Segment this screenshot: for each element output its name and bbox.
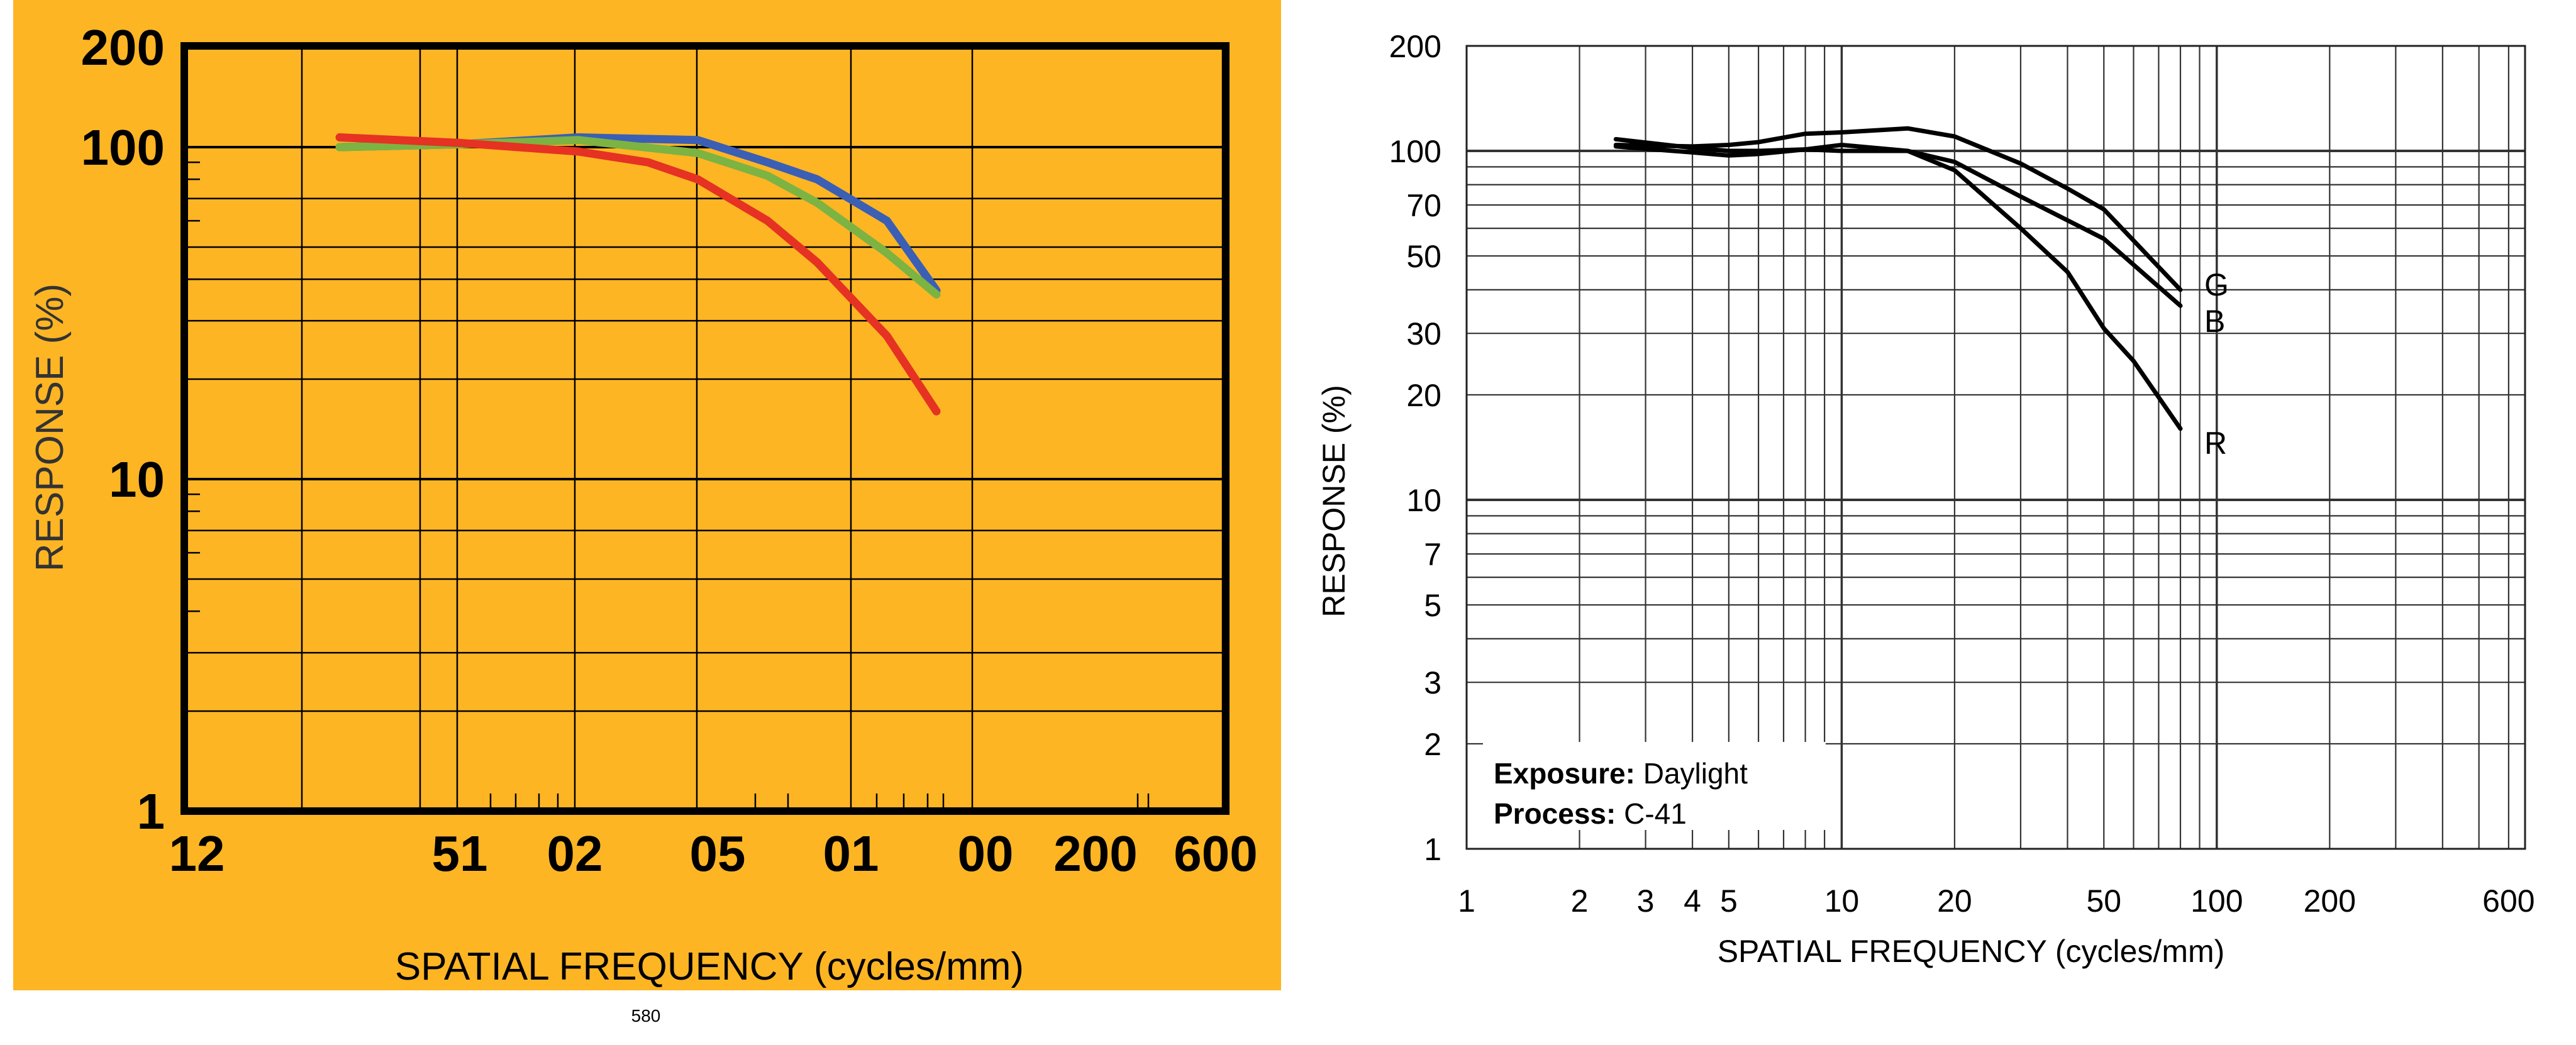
right-series-labels: GB R (2204, 267, 2229, 461)
series-label-r: R (2204, 426, 2227, 461)
right-x-tick-label: 20 (1937, 883, 1972, 919)
left-gridlines (184, 46, 1226, 811)
process-value: C-41 (1624, 797, 1687, 830)
right-curves (1613, 126, 2183, 431)
series-label-g: G (2204, 267, 2229, 302)
right-y-tick-label: 20 (1406, 378, 1441, 413)
right-y-axis-title: RESPONSE (%) (1316, 385, 1352, 617)
right-x-tick-label: 10 (1824, 883, 1860, 919)
right-x-tick-labels: 1 2 3 4 5 10 20 50 100 200 600 (1458, 883, 2535, 919)
right-x-tick-label: 2 (1571, 883, 1589, 919)
right-y-tick-label: 200 (1389, 29, 1441, 64)
left-y-axis-title: RESPONSE (%) (28, 284, 72, 572)
series-label-b: B (2204, 304, 2225, 339)
left-y-tick-label: 200 (81, 19, 165, 75)
exposure-annotation: Exposure: Daylight (1494, 757, 1748, 790)
right-y-tick-label: 2 (1424, 727, 1441, 762)
left-x-tick-label: 600 (1174, 826, 1257, 882)
right-x-tick-label: 600 (2482, 883, 2534, 919)
left-x-tick-label: 12 (169, 826, 225, 882)
right-x-tick-label: 3 (1637, 883, 1655, 919)
left-curves (335, 133, 941, 416)
left-x-tick-label: 01 (823, 826, 879, 882)
right-y-tick-label: 3 (1424, 665, 1441, 700)
right-x-tick-label: 100 (2190, 883, 2243, 919)
left-x-tick-label: 02 (547, 826, 603, 882)
right-x-axis-title: SPATIAL FREQUENCY (cycles/mm) (1718, 934, 2225, 969)
right-y-tick-label: 70 (1406, 188, 1441, 223)
left-x-tick-label: 05 (690, 826, 746, 882)
right-curve-g (1613, 126, 2183, 292)
left-x-tick-labels: 12 51 02 05 01 00 200 600 (169, 826, 1258, 882)
right-curve-b (1613, 144, 2183, 308)
left-x-tick-label: 200 (1053, 826, 1137, 882)
left-x-tick-label: 00 (958, 826, 1014, 882)
right-y-tick-label: 100 (1389, 134, 1441, 169)
right-gridlines (1467, 45, 2525, 850)
process-annotation: Process: C-41 (1494, 797, 1687, 830)
right-x-tick-label: 50 (2086, 883, 2121, 919)
left-x-axis-title: SPATIAL FREQUENCY (cycles/mm) (395, 945, 1024, 988)
left-y-tick-labels: 200 100 10 1 (81, 19, 165, 839)
right-x-tick-label: 1 (1458, 883, 1475, 919)
page-number: 580 (631, 1006, 661, 1026)
left-y-tick-label: 10 (109, 451, 165, 507)
right-plot-frame (1465, 45, 2526, 850)
right-y-tick-label: 30 (1406, 316, 1441, 351)
right-x-tick-label: 200 (2304, 883, 2356, 919)
right-y-tick-label: 10 (1406, 483, 1441, 518)
left-y-tick-label: 100 (81, 119, 165, 175)
left-plot-frame (180, 42, 1230, 815)
right-x-tick-label: 4 (1684, 883, 1701, 919)
exposure-label: Exposure: (1494, 757, 1635, 790)
right-y-tick-label: 50 (1406, 239, 1441, 274)
right-y-tick-label: 1 (1424, 832, 1441, 867)
right-y-tick-label: 5 (1424, 588, 1441, 623)
right-y-tick-labels: 200 100 70 50 30 20 10 7 5 3 2 1 (1389, 29, 1441, 867)
right-y-tick-label: 7 (1424, 537, 1441, 572)
right-x-tick-label: 5 (1720, 883, 1738, 919)
annotation-box (1483, 742, 1826, 830)
process-label: Process: (1494, 797, 1616, 830)
right-curve-r (1613, 136, 2183, 431)
left-y-tick-label: 1 (137, 783, 165, 839)
left-curve-red (335, 133, 941, 416)
exposure-value: Daylight (1643, 757, 1748, 790)
left-x-tick-label: 51 (432, 826, 488, 882)
